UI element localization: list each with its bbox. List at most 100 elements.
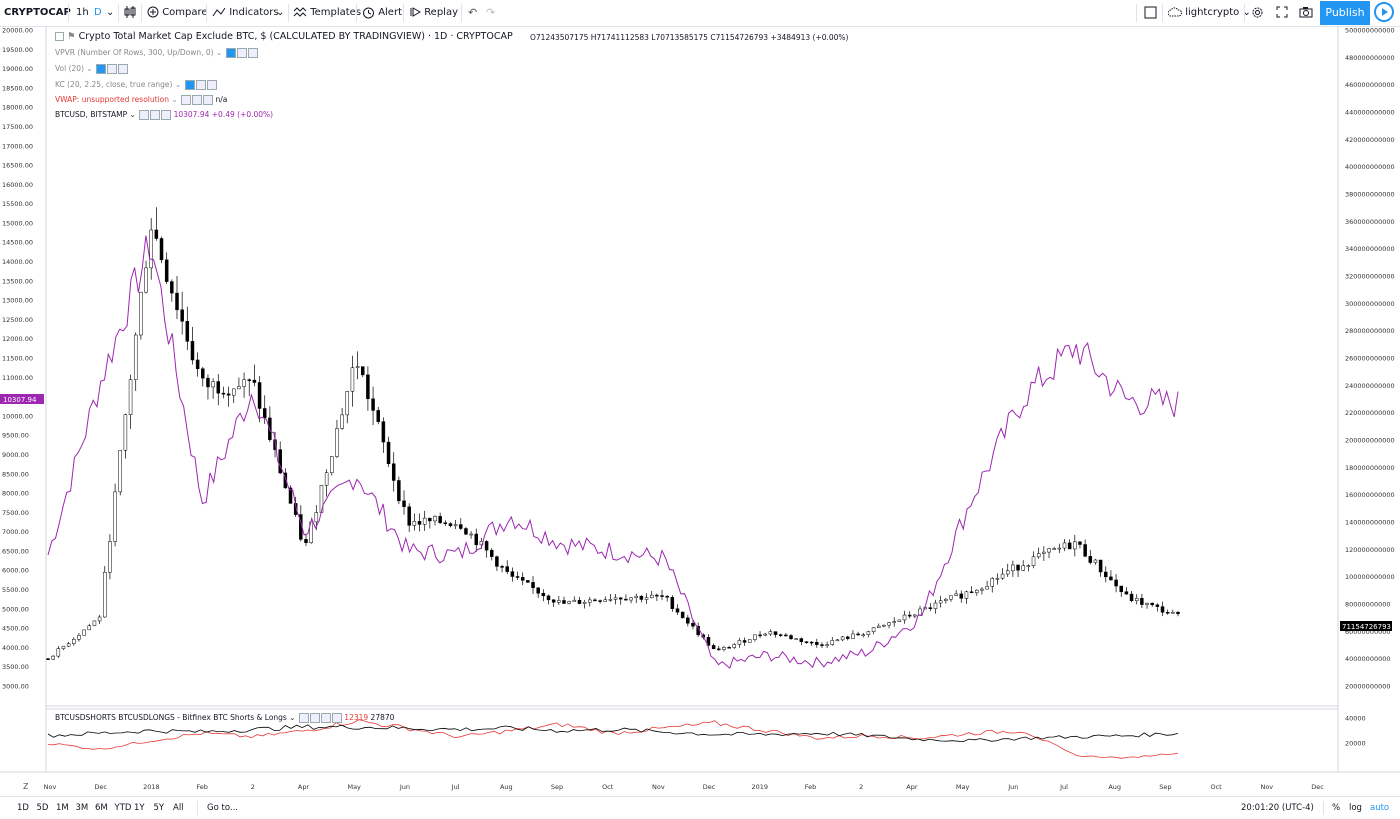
visibility-icon[interactable]	[139, 110, 150, 120]
templates-button[interactable]: Templates	[293, 0, 361, 26]
close-icon[interactable]	[118, 64, 129, 74]
btcusd-legend[interactable]: BTCUSD, BITSTAMP ⌄ 10307.94 +0.49 (+0.00…	[55, 110, 274, 120]
time-axis-label: Sep	[551, 783, 563, 791]
close-icon[interactable]	[161, 110, 172, 120]
close-icon[interactable]	[247, 48, 258, 58]
pause-icon[interactable]	[320, 713, 331, 723]
candle-body	[386, 441, 391, 464]
auto-toggle[interactable]: auto	[1370, 803, 1390, 813]
left-price-axis[interactable]: 20000.00 19500.00 19000.00 18500.00 18000.00…	[2, 27, 33, 691]
kc-legend[interactable]: KC (20, 2.25, close, true range) ⌄	[55, 80, 217, 90]
left-axis-tick: 17500.00	[2, 123, 33, 131]
interval-1h[interactable]: 1h	[76, 7, 89, 18]
publish-button[interactable]: Publish	[1320, 1, 1370, 25]
range-1d[interactable]: 1D	[17, 803, 29, 813]
candle-body	[995, 577, 1000, 580]
candle-body	[572, 599, 577, 602]
settings-icon[interactable]	[107, 64, 118, 74]
chart-canvas[interactable]: 20000.00 19500.00 19000.00 18500.00 18000.00…	[0, 26, 1400, 796]
compare-label: Compare	[162, 7, 208, 18]
candle-body	[190, 341, 195, 361]
fullscreen-icon[interactable]	[1276, 0, 1288, 26]
scale-toggle-icon[interactable]: Z	[23, 782, 29, 791]
percent-toggle[interactable]: %	[1332, 803, 1341, 813]
candle-body	[1134, 598, 1139, 601]
candle-body	[66, 643, 71, 647]
visibility-icon[interactable]	[225, 48, 236, 58]
vwap-legend[interactable]: VWAP: unsupported resolution ⌄ n/a	[55, 95, 228, 105]
candle-body	[706, 637, 711, 646]
candle-body	[216, 381, 221, 394]
candle-body	[82, 629, 86, 636]
main-legend: ⚑ Crypto Total Market Cap Exclude BTC, $…	[54, 31, 513, 42]
settings-icon[interactable]	[192, 95, 203, 105]
collapse-legend-icon[interactable]	[55, 32, 64, 41]
sub-pane-legend[interactable]: BTCUSDSHORTS BTCUSDLONGS - Bitfinex BTC …	[55, 713, 395, 723]
interval-d[interactable]: D	[94, 7, 102, 18]
log-toggle[interactable]: log	[1349, 803, 1362, 813]
candle-body	[691, 622, 695, 627]
close-icon[interactable]	[203, 95, 214, 105]
range-3m[interactable]: 3M	[75, 803, 89, 813]
replay-button[interactable]: Replay	[409, 0, 458, 26]
settings-icon[interactable]	[195, 80, 206, 90]
settings-icon[interactable]	[236, 48, 247, 58]
compare-button[interactable]: Compare	[147, 0, 208, 26]
candle-body	[1000, 573, 1005, 579]
visibility-icon[interactable]	[298, 713, 309, 723]
candle-body	[773, 631, 778, 635]
range-all[interactable]: All	[173, 803, 184, 813]
range-1m[interactable]: 1M	[56, 803, 69, 813]
play-icon[interactable]	[1374, 2, 1394, 22]
vol-legend[interactable]: Vol (20) ⌄	[55, 64, 129, 74]
templates-icon	[293, 7, 307, 17]
camera-icon[interactable]	[1299, 0, 1313, 26]
settings-icon[interactable]	[150, 110, 161, 120]
visibility-icon[interactable]	[96, 64, 107, 74]
fullscreen-toggle-icon[interactable]	[1144, 0, 1157, 26]
left-axis-tick: 10000.00	[2, 412, 33, 420]
candle-body	[108, 541, 112, 573]
candle-body	[665, 595, 669, 598]
shorts-line	[47, 719, 1179, 759]
range-5d[interactable]: 5D	[36, 803, 49, 813]
candle-body	[634, 595, 638, 598]
visibility-icon[interactable]	[181, 95, 192, 105]
right-axis-tick: 140000000000	[1345, 519, 1395, 527]
undo-icon[interactable]: ↶	[468, 6, 478, 19]
close-icon[interactable]	[206, 80, 217, 90]
alert-button[interactable]: Alert	[362, 0, 402, 26]
candle-body	[964, 591, 969, 599]
range-ytd[interactable]: YTD	[114, 803, 132, 813]
candle-body	[861, 634, 866, 637]
candle-body	[232, 388, 236, 396]
user-menu[interactable]: lightcrypto ⌄	[1168, 0, 1251, 26]
candle-body	[778, 634, 783, 636]
time-axis[interactable]: Nov Dec 2018 Feb 2 Apr May Jun Jul Aug Sep Oct Nov De…	[44, 783, 1325, 791]
candle-body	[1119, 585, 1123, 592]
interval-dropdown-icon[interactable]: ⌄	[106, 7, 115, 18]
time-axis-label: Jun	[399, 783, 410, 791]
indicators-button[interactable]: Indicators	[212, 0, 279, 26]
candle-body	[655, 594, 659, 597]
candle-style-icon[interactable]	[124, 0, 136, 26]
indicators-dropdown-icon[interactable]: ⌄	[276, 7, 285, 18]
settings-icon[interactable]	[309, 713, 320, 723]
redo-icon[interactable]: ↷	[486, 6, 496, 19]
candle-body	[799, 638, 804, 642]
range-6m[interactable]: 6M	[95, 803, 108, 813]
vpvr-legend[interactable]: VPVR (Number Of Rows, 300, Up/Down, 0) ⌄	[55, 48, 258, 58]
visibility-icon[interactable]	[184, 80, 195, 90]
right-axis-tick: 280000000000	[1345, 327, 1395, 335]
candle-body	[443, 522, 448, 524]
range-5y[interactable]: 5Y	[153, 803, 165, 813]
symbol-search[interactable]: CRYPTOCAP	[4, 7, 71, 18]
candle-body	[907, 614, 912, 617]
candle-body	[794, 638, 798, 640]
right-price-axis[interactable]: 500000000000 480000000000 460000000000 4400…	[1345, 27, 1395, 691]
close-icon[interactable]	[331, 713, 342, 723]
settings-gear-icon[interactable]	[1251, 0, 1264, 26]
range-1y[interactable]: 1Y	[134, 803, 145, 813]
time-axis-label: Nov	[44, 783, 57, 791]
goto-button[interactable]: Go to...	[207, 803, 238, 813]
